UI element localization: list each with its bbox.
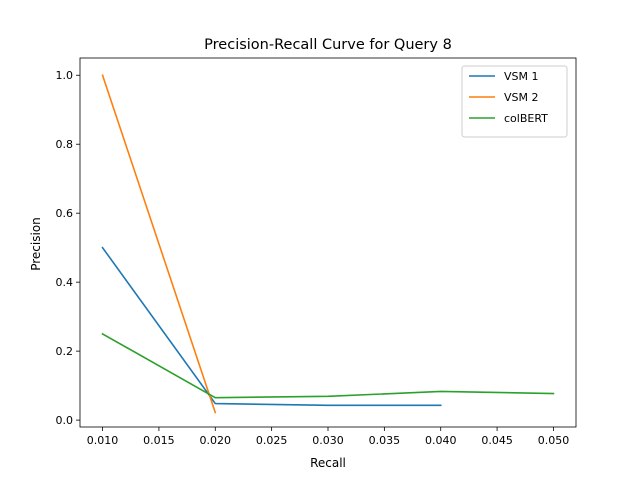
- x-tick-label: 0.045: [481, 434, 513, 447]
- legend-box: [461, 65, 568, 138]
- axes-layer: 0.010 0.015 0.020 0.025 0.030 0.035 0.040 0.045…: [56, 57, 577, 447]
- legend-label: VSM 2: [504, 91, 539, 104]
- series-layer: [101, 74, 555, 414]
- series-line-colbert: [101, 332, 555, 399]
- x-tick-label: 0.030: [312, 434, 344, 447]
- x-tick-label: 0.015: [143, 434, 175, 447]
- y-tick-label: 0.4: [56, 276, 74, 289]
- series-line-vsm-1: [101, 246, 442, 407]
- y-tick-label: 0.8: [56, 138, 74, 151]
- y-axis-label: Precision: [29, 217, 43, 271]
- legend-label: VSM 1: [504, 70, 539, 83]
- y-tick-label: 0.0: [56, 414, 74, 427]
- chart-title: Precision-Recall Curve for Query 8: [204, 37, 452, 53]
- legend-label: colBERT: [504, 112, 548, 125]
- x-tick-label: 0.040: [425, 434, 457, 447]
- x-axis-label: Recall: [310, 456, 346, 470]
- x-tick-label: 0.025: [256, 434, 288, 447]
- series-line-vsm-2: [101, 74, 217, 414]
- legend: VSM 1 VSM 2 colBERT: [461, 65, 568, 138]
- x-tick-label: 0.010: [87, 434, 119, 447]
- x-tick-label: 0.020: [200, 434, 232, 447]
- x-tick-label: 0.035: [369, 434, 401, 447]
- y-tick-label: 0.6: [56, 207, 74, 220]
- y-tick-label: 0.2: [56, 345, 74, 358]
- x-tick-label: 0.050: [538, 434, 570, 447]
- y-tick-label: 1.0: [56, 69, 74, 82]
